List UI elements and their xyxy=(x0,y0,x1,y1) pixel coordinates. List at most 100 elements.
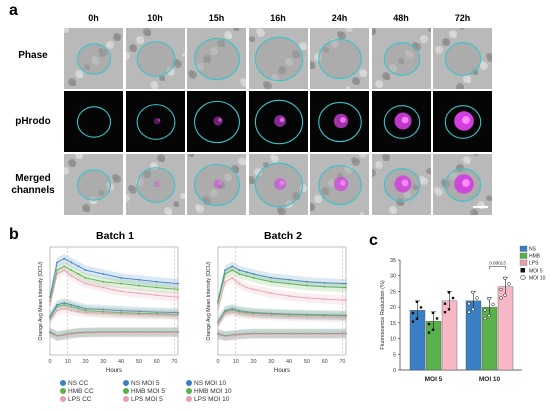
x-tick-label: 30 xyxy=(268,359,274,365)
data-point xyxy=(238,273,241,275)
data-point xyxy=(120,331,123,334)
data-point xyxy=(270,276,273,279)
panel-a-letter: a xyxy=(9,2,18,19)
data-point xyxy=(56,305,59,308)
data-point xyxy=(102,308,105,311)
scale-bar xyxy=(473,206,488,208)
legend-marker xyxy=(520,268,525,273)
time-label: 15h xyxy=(208,13,225,23)
x-axis-label: Hours xyxy=(274,368,290,374)
legend-swatch xyxy=(186,380,192,387)
legend-swatch xyxy=(60,396,66,403)
row-label: pHrodo xyxy=(15,116,51,127)
data-point xyxy=(155,313,158,316)
legend-swatch xyxy=(186,388,192,395)
data-point xyxy=(102,331,105,334)
data-point xyxy=(84,332,87,334)
merged-image xyxy=(310,154,369,215)
data-point xyxy=(305,314,308,317)
legend-label: NS CC xyxy=(68,380,89,387)
data-point xyxy=(77,305,80,308)
series-error-band xyxy=(218,265,346,308)
batch-2-title: Batch 2 xyxy=(264,230,302,242)
data-point xyxy=(252,333,255,336)
merged-image xyxy=(433,154,492,215)
data-point xyxy=(84,269,87,272)
data-point xyxy=(177,311,179,314)
legend-label: HMB xyxy=(529,254,541,260)
legend-item: HMB MOI 5 xyxy=(123,388,165,395)
data-point xyxy=(63,265,66,268)
merged-image xyxy=(64,154,123,215)
row-label: Phase xyxy=(18,50,48,61)
replicate-point xyxy=(467,310,471,314)
replicate-point xyxy=(443,310,447,314)
merged-image xyxy=(187,154,246,215)
y-tick-label: 0 xyxy=(393,368,396,374)
data-point xyxy=(252,313,255,316)
y-axis-label: Fluorescence Reduction (%) xyxy=(380,280,386,350)
phrodo-image xyxy=(125,91,185,152)
data-point xyxy=(63,307,66,310)
replicate-point xyxy=(443,302,447,305)
data-point xyxy=(231,310,234,313)
data-point xyxy=(305,333,308,336)
data-point xyxy=(70,269,73,272)
replicate-point xyxy=(471,307,475,311)
replicate-point xyxy=(427,331,431,334)
data-point xyxy=(238,312,241,315)
data-point xyxy=(120,282,123,285)
legend-item: LPS MOI 10 xyxy=(186,396,229,403)
legend-label: HMB CC xyxy=(68,388,94,395)
legend-swatch xyxy=(519,259,528,266)
data-point xyxy=(137,310,140,313)
y-tick-label: 20 xyxy=(390,305,396,311)
data-point xyxy=(49,317,51,320)
legend-item: HMB MOI 10 xyxy=(186,388,232,395)
data-point xyxy=(238,310,241,313)
data-point xyxy=(270,280,273,283)
phase-image xyxy=(187,28,246,89)
data-point xyxy=(252,276,255,279)
x-tick-label: 10 xyxy=(233,359,239,365)
replicate-point xyxy=(471,290,475,295)
data-point xyxy=(120,290,123,293)
data-point xyxy=(177,296,179,299)
data-point xyxy=(77,278,80,281)
x-tick-label: 30 xyxy=(100,359,106,365)
phrodo-image xyxy=(433,91,492,152)
replicate-point xyxy=(419,306,423,309)
replicate-point xyxy=(415,317,419,320)
replicate-point xyxy=(411,311,415,315)
data-point xyxy=(231,308,234,311)
replicate-point xyxy=(431,328,435,331)
replicate-point xyxy=(487,297,491,301)
data-point xyxy=(70,309,73,312)
data-point xyxy=(245,311,248,314)
data-point xyxy=(155,280,158,283)
data-point xyxy=(345,286,347,289)
data-point xyxy=(345,299,347,302)
replicate-point xyxy=(499,287,503,292)
time-label: 24h xyxy=(331,13,348,23)
legend-label: LPS MOI 5 xyxy=(131,396,163,403)
data-point xyxy=(305,284,308,287)
data-point xyxy=(231,265,234,268)
data-point xyxy=(288,333,291,336)
data-point xyxy=(84,309,87,312)
phrodo-image xyxy=(64,91,123,152)
data-point xyxy=(323,285,326,288)
series-error-band xyxy=(218,273,346,314)
fluorescence-bar-chart: 0 5 10 15 20 25 30 35 Fluorescence Reduction (%)… xyxy=(380,245,546,383)
legend-label: LPS MOI 10 xyxy=(194,396,230,403)
data-point xyxy=(102,273,105,275)
legend-label: LPS CC xyxy=(68,396,92,403)
phase-image xyxy=(371,28,431,89)
batch-1-line-chart: 0 10 20 30 40 50 60 70 Hours Orange Avg Mean Inte… xyxy=(38,246,179,374)
data-point xyxy=(305,315,308,318)
batch-2-line-chart: 0 10 20 30 40 50 60 70 Hours Orange Avg Mean Inte… xyxy=(206,246,347,374)
data-point xyxy=(345,315,347,317)
data-point xyxy=(56,261,59,264)
data-point xyxy=(288,278,291,281)
phrodo-image xyxy=(248,91,308,152)
